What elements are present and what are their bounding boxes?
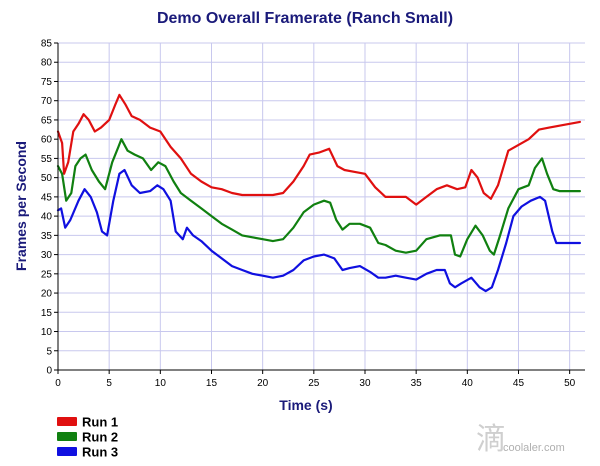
axes: [54, 42, 585, 374]
y-tick-label: 80: [41, 58, 53, 69]
y-tick-label: 40: [41, 212, 53, 223]
x-tick-labels: 0 5 10 15 20 25 30 35 40 45 50: [55, 378, 575, 389]
legend-swatch-run-3: [57, 447, 77, 456]
y-tick-label: 5: [46, 346, 52, 357]
x-axis-label: Time (s): [279, 397, 332, 413]
watermark-glyph: 滴: [476, 422, 506, 457]
y-tick-labels: 0 5 10 15 20 25 30 35 40 45 50 55 60 65 70 75 80 85: [41, 39, 53, 377]
y-tick-label: 65: [41, 115, 53, 126]
legend-label-run-2: Run 2: [82, 430, 118, 445]
x-tick-label: 25: [308, 378, 320, 389]
watermark: 滴 coolaler.com: [476, 422, 565, 457]
legend-label-run-3: Run 3: [82, 445, 118, 460]
y-tick-label: 15: [41, 308, 53, 319]
y-tick-label: 85: [41, 39, 53, 50]
y-tick-label: 20: [41, 289, 53, 300]
y-tick-label: 10: [41, 327, 53, 338]
x-tick-label: 0: [55, 378, 61, 389]
y-tick-label: 35: [41, 231, 53, 242]
y-tick-label: 30: [41, 250, 53, 261]
y-tick-label: 75: [41, 77, 53, 88]
legend-label-run-1: Run 1: [82, 415, 118, 430]
x-tick-label: 5: [106, 378, 112, 389]
y-tick-label: 55: [41, 154, 53, 165]
x-tick-label: 50: [564, 378, 576, 389]
series-lines: [56, 93, 581, 293]
x-tick-label: 30: [359, 378, 371, 389]
series-line-run-3: [56, 168, 581, 293]
y-tick-label: 0: [46, 366, 52, 377]
x-tick-label: 45: [513, 378, 525, 389]
y-axis-label: Frames per Second: [13, 141, 29, 271]
legend-swatch-run-2: [57, 432, 77, 441]
watermark-text: coolaler.com: [503, 442, 565, 454]
chart-title: Demo Overall Framerate (Ranch Small): [157, 10, 453, 27]
y-tick-label: 70: [41, 96, 53, 107]
y-tick-label: 25: [41, 269, 53, 280]
x-tick-label: 40: [462, 378, 474, 389]
y-tick-label: 45: [41, 192, 53, 203]
x-tick-label: 35: [411, 378, 423, 389]
x-tick-label: 10: [155, 378, 167, 389]
series-line-run-2: [56, 138, 581, 258]
legend-swatch-run-1: [57, 417, 77, 426]
gridlines: [58, 42, 585, 370]
x-tick-label: 15: [206, 378, 218, 389]
y-tick-label: 60: [41, 135, 53, 146]
series-line-run-1: [56, 93, 581, 206]
x-tick-label: 20: [257, 378, 269, 389]
y-tick-label: 50: [41, 173, 53, 184]
